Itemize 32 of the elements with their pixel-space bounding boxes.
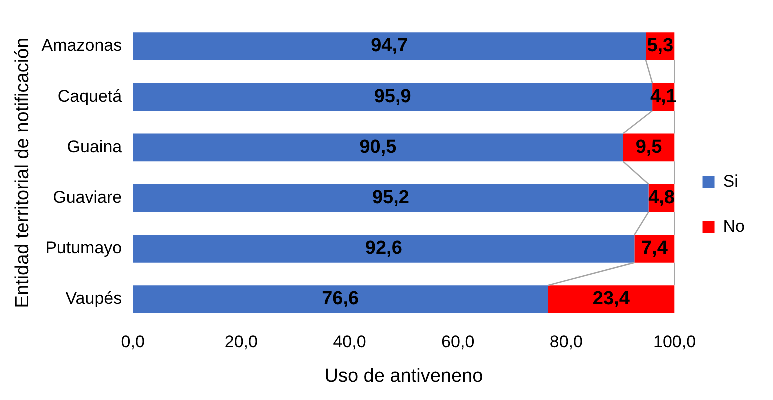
data-label: 94,7 (371, 36, 408, 57)
x-axis-title: Uso de antiveneno (324, 366, 484, 387)
x-tick-label: 0,0 (121, 332, 145, 352)
bar (133, 234, 635, 263)
x-tick-label: 80,0 (550, 332, 583, 352)
y-axis-title: Entidad territorial de notificación (12, 38, 34, 308)
x-tick-label: 40,0 (333, 332, 366, 352)
data-label: 90,5 (360, 136, 398, 158)
bar (133, 184, 649, 212)
data-label: 9,5 (636, 136, 663, 158)
data-label: 76,6 (322, 288, 360, 310)
data-label: 95,2 (372, 188, 410, 209)
y-tick-label: Guaina (67, 137, 123, 156)
legend-label: Si (723, 172, 738, 192)
x-tick-label: 60,0 (442, 332, 475, 352)
x-tick-label: 100,0 (653, 332, 696, 352)
data-label: 7,4 (642, 238, 668, 260)
bar (133, 134, 624, 162)
data-label: 5,3 (647, 36, 674, 57)
y-tick-label: Vaupés (66, 289, 122, 308)
bar (133, 32, 646, 60)
bar (133, 286, 548, 314)
y-tick-label: Guaviare (53, 188, 122, 207)
data-label: 92,6 (365, 238, 402, 260)
x-tick-label: 20,0 (224, 332, 258, 352)
bar (548, 286, 675, 314)
y-tick-label: Putumayo (46, 238, 122, 258)
legend-label: No (723, 217, 746, 236)
y-tick-label: Caquetá (58, 86, 123, 106)
data-label: 23,4 (592, 288, 630, 310)
data-label: 95,9 (374, 86, 412, 108)
y-tick-label: Amazonas (42, 36, 122, 56)
